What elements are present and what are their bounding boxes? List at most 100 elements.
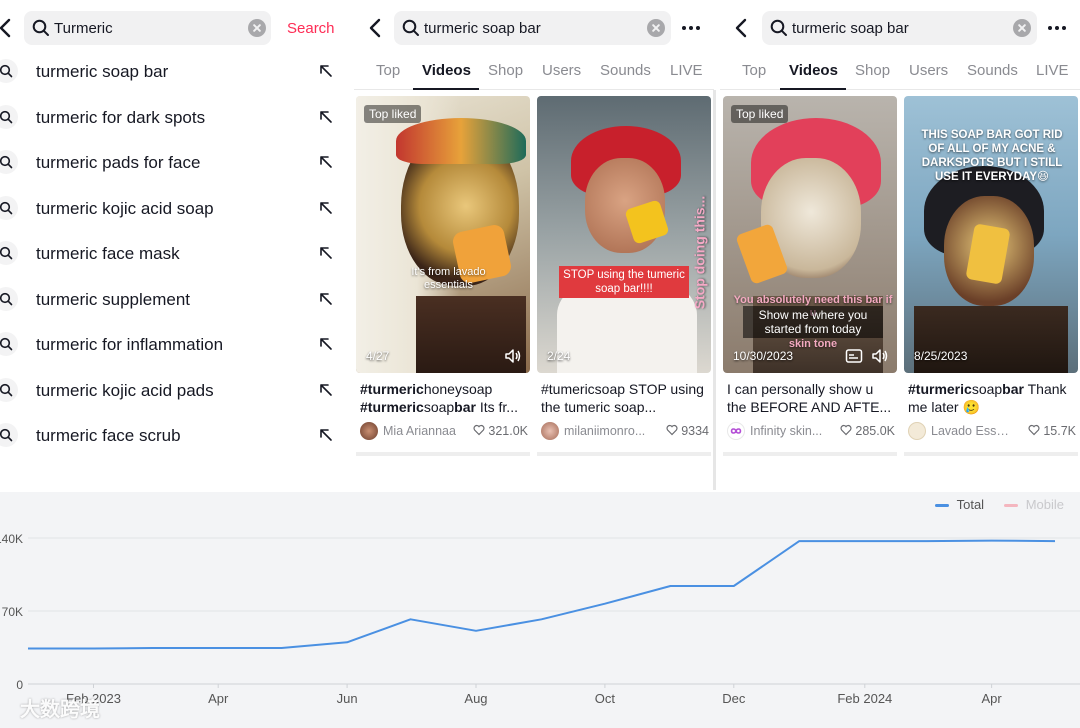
- search-bar[interactable]: [24, 11, 271, 45]
- search-icon: [0, 150, 18, 174]
- heart-icon: [840, 424, 852, 436]
- search-input[interactable]: [424, 11, 634, 45]
- back-arrow-icon[interactable]: [364, 16, 388, 40]
- captions-icon[interactable]: [845, 347, 863, 365]
- video-card[interactable]: Top liked It's from lavado essentials 4/…: [356, 96, 530, 458]
- video-thumbnail[interactable]: STOP using the tumeric soap bar!!!! Stop…: [537, 96, 711, 373]
- search-icon: [0, 423, 18, 447]
- caption-hashtag: #turmeric: [908, 381, 972, 397]
- next-row-preview: [537, 452, 711, 456]
- next-row-preview: [356, 452, 530, 456]
- avatar[interactable]: [541, 422, 559, 440]
- tab-videos[interactable]: Videos: [422, 62, 471, 79]
- video-card[interactable]: STOP using the tumeric soap bar!!!! Stop…: [537, 96, 711, 458]
- tab-users[interactable]: Users: [909, 62, 949, 79]
- author-name[interactable]: Mia Ariannaa: [383, 424, 456, 438]
- video-card[interactable]: THIS SOAP BAR GOT RID OF ALL OF MY ACNE …: [904, 96, 1078, 458]
- fill-query-arrow-icon[interactable]: [318, 154, 334, 170]
- search-results-panel-1: Top Videos Shop Users Sounds LIVE Top li…: [354, 0, 714, 492]
- tab-videos[interactable]: Videos: [789, 62, 838, 79]
- more-options-icon[interactable]: [1048, 18, 1072, 38]
- search-icon: [0, 377, 18, 402]
- tab-shop[interactable]: Shop: [855, 62, 891, 79]
- avatar[interactable]: [908, 422, 926, 440]
- suggestion-list: turmeric soap bar turmeric for dark spots…: [0, 48, 352, 458]
- sound-icon[interactable]: [504, 347, 522, 365]
- video-overlay-banner: STOP using the tumeric soap bar!!!!: [559, 266, 689, 298]
- tab-live[interactable]: LIVE: [670, 62, 703, 79]
- search-bar[interactable]: [762, 11, 1037, 45]
- like-count-value: 321.0K: [488, 424, 528, 438]
- x-tick-label: Feb 2023: [66, 691, 121, 706]
- video-overlay-text: THIS SOAP BAR GOT RID OF ALL OF MY ACNE …: [921, 129, 1063, 183]
- video-caption[interactable]: #turmerichoneysoap #turmericsoapbar Its …: [360, 380, 528, 416]
- legend-item-mobile[interactable]: Mobile: [1003, 497, 1064, 512]
- suggestion-item[interactable]: turmeric supplement: [0, 276, 352, 322]
- next-row-preview: [904, 452, 1078, 456]
- search-button[interactable]: Search: [287, 20, 335, 37]
- results-tabs: Top Videos Shop Users Sounds LIVE: [720, 56, 1080, 90]
- suggestion-item[interactable]: turmeric for dark spots: [0, 94, 352, 140]
- fill-query-arrow-icon[interactable]: [318, 109, 334, 125]
- search-input[interactable]: [792, 11, 1002, 45]
- fill-query-arrow-icon[interactable]: [318, 200, 334, 216]
- tab-sounds[interactable]: Sounds: [600, 62, 651, 79]
- more-options-icon[interactable]: [682, 18, 706, 38]
- results-tabs: Top Videos Shop Users Sounds LIVE: [354, 56, 714, 90]
- fill-query-arrow-icon[interactable]: [318, 427, 334, 443]
- back-arrow-icon[interactable]: [0, 16, 18, 40]
- video-thumbnail[interactable]: Top liked It's from lavado essentials 4/…: [356, 96, 530, 373]
- video-thumbnail[interactable]: THIS SOAP BAR GOT RID OF ALL OF MY ACNE …: [904, 96, 1078, 373]
- author-name[interactable]: Lavado Essen...: [931, 424, 1015, 438]
- back-arrow-icon[interactable]: [730, 16, 754, 40]
- search-icon: [32, 19, 49, 36]
- trend-chart: 0 70K 140K Feb 2023 Apr Jun Aug Oct Dec Feb 2024 A…: [0, 492, 1080, 728]
- tab-users[interactable]: Users: [542, 62, 582, 79]
- video-thumbnail[interactable]: Top liked You absolutely need this bar i…: [723, 96, 897, 373]
- suggestion-item[interactable]: turmeric face mask: [0, 230, 352, 276]
- legend-item-total[interactable]: Total: [934, 497, 984, 512]
- avatar[interactable]: [360, 422, 378, 440]
- video-caption[interactable]: #turmericsoapbar Thank me later 🥲: [908, 380, 1076, 416]
- like-count-value: 15.7K: [1043, 424, 1076, 438]
- clear-icon[interactable]: [1013, 19, 1031, 37]
- tab-top[interactable]: Top: [376, 62, 401, 79]
- caption-text: Thank me later 🥲: [908, 381, 1067, 415]
- x-tick-label: Apr: [208, 691, 229, 706]
- x-tick-label: Feb 2024: [837, 691, 892, 706]
- x-tick-label: Dec: [722, 691, 746, 706]
- tab-sounds[interactable]: Sounds: [967, 62, 1018, 79]
- video-card[interactable]: Top liked You absolutely need this bar i…: [723, 96, 897, 458]
- tab-top[interactable]: Top: [742, 62, 767, 79]
- video-caption[interactable]: #tumericsoap STOP using the tumeric soap…: [541, 381, 704, 415]
- search-icon: [770, 19, 787, 36]
- suggestion-item[interactable]: turmeric kojic acid soap: [0, 185, 352, 231]
- suggestion-item[interactable]: turmeric for inflammation: [0, 321, 352, 367]
- clear-icon[interactable]: [647, 19, 665, 37]
- search-header: Search: [0, 0, 352, 56]
- x-tick-label: Apr: [981, 691, 1002, 706]
- fill-query-arrow-icon[interactable]: [318, 382, 334, 398]
- tab-live[interactable]: LIVE: [1036, 62, 1069, 79]
- video-caption[interactable]: I can personally show u the BEFORE AND A…: [727, 381, 892, 415]
- next-row-preview: [723, 452, 897, 456]
- tab-shop[interactable]: Shop: [488, 62, 524, 79]
- suggestion-item[interactable]: turmeric pads for face: [0, 139, 352, 185]
- search-bar[interactable]: [394, 11, 671, 45]
- fill-query-arrow-icon[interactable]: [318, 245, 334, 261]
- suggestion-item[interactable]: turmeric kojic acid pads: [0, 367, 352, 413]
- fill-query-arrow-icon[interactable]: [318, 291, 334, 307]
- author-name[interactable]: milaniimonro...: [564, 424, 646, 438]
- suggestion-item[interactable]: turmeric soap bar: [0, 48, 352, 94]
- suggestion-item[interactable]: turmeric face scrub: [0, 412, 352, 458]
- like-count: 15.7K: [1028, 424, 1076, 438]
- sound-icon[interactable]: [871, 347, 889, 365]
- clear-icon[interactable]: [248, 19, 266, 37]
- author-name[interactable]: Infinity skin...: [750, 424, 823, 438]
- suggestion-text: turmeric for inflammation: [36, 335, 224, 354]
- avatar[interactable]: [727, 422, 745, 440]
- series-line-total: [28, 539, 1056, 650]
- fill-query-arrow-icon[interactable]: [318, 336, 334, 352]
- search-input[interactable]: [54, 11, 234, 45]
- fill-query-arrow-icon[interactable]: [318, 63, 334, 79]
